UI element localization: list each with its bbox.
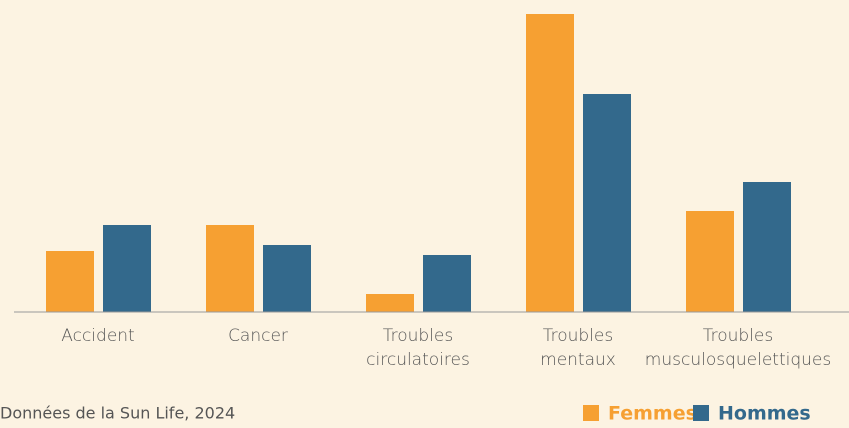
x-tick-label: musculosquelettiques bbox=[645, 350, 831, 370]
bar bbox=[686, 211, 734, 312]
x-tick-label: Accident bbox=[61, 326, 134, 346]
x-tick-label: circulatoires bbox=[366, 350, 470, 370]
x-tick-label: Troubles bbox=[703, 326, 774, 346]
x-tick-label: Troubles bbox=[543, 326, 614, 346]
x-tick-label: Cancer bbox=[228, 326, 288, 346]
x-tick-label: mentaux bbox=[540, 350, 616, 370]
source-note: Données de la Sun Life, 2024 bbox=[0, 404, 235, 423]
bar bbox=[366, 294, 414, 312]
legend-swatch bbox=[583, 405, 599, 421]
bar bbox=[206, 225, 254, 312]
legend-label: Hommes bbox=[718, 403, 811, 425]
bar bbox=[103, 225, 151, 312]
bar bbox=[526, 14, 574, 312]
bar bbox=[583, 94, 631, 312]
bar bbox=[263, 245, 311, 312]
bar bbox=[46, 251, 94, 312]
bar bbox=[423, 255, 471, 312]
legend-label: Femmes bbox=[608, 403, 697, 425]
bar bbox=[743, 182, 791, 312]
legend-swatch bbox=[693, 405, 709, 421]
x-tick-label: Troubles bbox=[383, 326, 454, 346]
